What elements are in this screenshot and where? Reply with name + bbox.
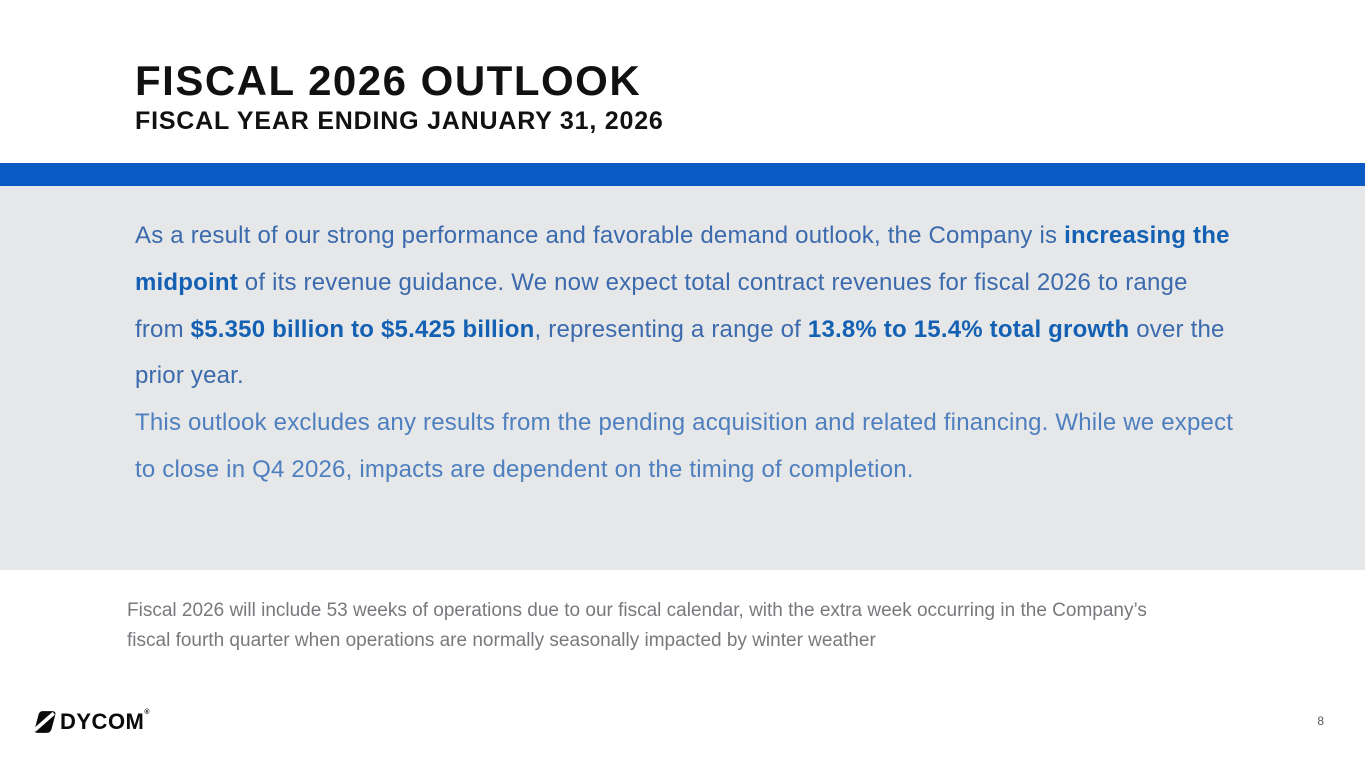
- title-block: FISCAL 2026 OUTLOOK FISCAL YEAR ENDING J…: [135, 60, 664, 134]
- outlook-text: As a result of our strong performance an…: [135, 213, 1240, 494]
- footnote-text: Fiscal 2026 will include 53 weeks of ope…: [127, 600, 1147, 651]
- registered-trademark-symbol: ®: [144, 709, 151, 716]
- accent-bar: [0, 163, 1365, 186]
- page-subtitle: FISCAL YEAR ENDING JANUARY 31, 2026: [135, 107, 664, 135]
- page-number: 8: [1317, 714, 1324, 728]
- dycom-logo-icon: [33, 711, 56, 733]
- outlook-paragraph-2: This outlook excludes any results from t…: [135, 409, 1234, 483]
- outlook-paragraph-1: As a result of our strong performance an…: [135, 222, 1230, 390]
- dycom-logo-wordmark: DYCOM®: [60, 709, 151, 734]
- company-logo: DYCOM®: [33, 709, 151, 734]
- page-title: FISCAL 2026 OUTLOOK: [135, 57, 642, 104]
- highlight-band: As a result of our strong performance an…: [0, 186, 1365, 570]
